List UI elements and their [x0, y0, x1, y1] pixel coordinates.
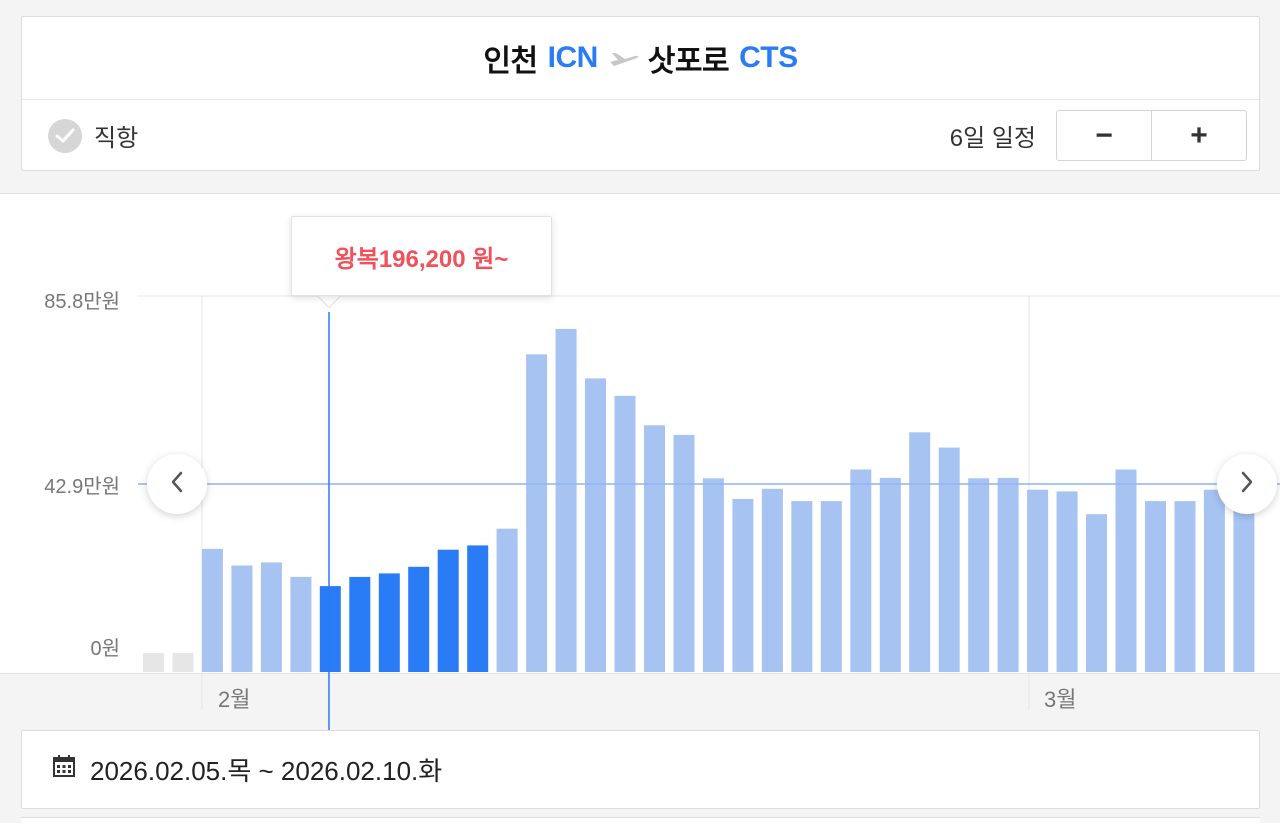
price-bar[interactable] [820, 501, 842, 672]
price-bar[interactable] [585, 378, 606, 672]
check-icon [48, 118, 82, 153]
price-bar[interactable] [143, 653, 164, 672]
price-bar[interactable] [555, 328, 577, 672]
trip-duration-label: 6일 일정 [949, 125, 1036, 152]
price-bar[interactable] [231, 565, 253, 673]
trip-duration-stepper: − + [1056, 110, 1247, 161]
price-bar[interactable] [938, 447, 960, 672]
price-bar[interactable] [968, 478, 990, 672]
date-range-text: 2026.02.05.목 ~ 2026.02.10.화 [90, 756, 443, 786]
destination-code: CTS [739, 41, 798, 74]
price-bar[interactable] [1027, 489, 1049, 672]
origin-code: ICN [547, 41, 599, 74]
price-bar[interactable] [260, 562, 282, 672]
price-bar[interactable] [1203, 489, 1225, 672]
price-bar[interactable] [1115, 469, 1137, 673]
plane-icon [608, 47, 640, 69]
decrease-duration-button[interactable]: − [1095, 118, 1113, 152]
chevron-right-icon [1240, 471, 1254, 498]
increase-duration-button[interactable]: + [1151, 111, 1246, 160]
price-bar[interactable] [702, 478, 724, 672]
month-label-feb: 2월 [218, 687, 251, 712]
calendar-icon [52, 754, 76, 785]
price-bar[interactable] [408, 566, 430, 672]
price-bar[interactable] [850, 469, 872, 673]
price-bar[interactable] [879, 477, 901, 672]
chart-prev-button[interactable] [147, 454, 207, 514]
price-bar[interactable] [437, 549, 459, 672]
price-bar[interactable] [997, 477, 1019, 672]
next-card-edge [21, 817, 1260, 823]
direct-flight-toggle[interactable]: 직항 [48, 118, 138, 153]
direct-flight-label: 직항 [94, 125, 139, 152]
origin-city: 인천 [483, 45, 538, 78]
price-bar[interactable] [1086, 514, 1107, 672]
route-title[interactable]: 인천 ICN 삿포로 CTS [22, 17, 1259, 100]
price-bar[interactable] [467, 545, 489, 672]
price-bar[interactable] [172, 653, 194, 672]
month-axis-band [0, 673, 1280, 713]
price-bar[interactable] [761, 488, 783, 672]
price-bar[interactable] [349, 576, 371, 672]
price-bar[interactable] [791, 501, 813, 672]
trip-duration: 6일 일정 − + [950, 110, 1247, 161]
price-bar[interactable] [526, 354, 548, 672]
y-axis-label-mid: 42.9만원 [44, 476, 120, 498]
price-bar[interactable] [496, 528, 518, 672]
price-bar[interactable] [1233, 498, 1255, 672]
price-bar[interactable] [378, 573, 400, 672]
price-bar[interactable] [732, 498, 754, 672]
y-axis-label-max: 85.8만원 [44, 291, 120, 313]
price-bar[interactable] [673, 434, 695, 672]
chevron-left-icon [170, 471, 184, 498]
tooltip-price: 196,200 원~ [378, 245, 509, 273]
price-bar[interactable] [201, 548, 223, 672]
price-bar[interactable] [1145, 501, 1166, 672]
price-bar[interactable] [614, 395, 636, 672]
price-bar[interactable] [319, 586, 341, 672]
destination-city: 삿포로 [647, 45, 730, 78]
tooltip-prefix: 왕복 [334, 245, 379, 273]
price-bar[interactable] [1056, 491, 1078, 672]
y-axis-label-zero: 0원 [90, 638, 120, 660]
date-range-field[interactable]: 2026.02.05.목 ~ 2026.02.10.화 [21, 730, 1260, 809]
price-bar[interactable] [644, 425, 665, 672]
price-bar[interactable] [909, 432, 931, 672]
route-card: 인천 ICN 삿포로 CTS 직항 6일 일정 − + [21, 16, 1260, 171]
route-options: 직항 6일 일정 − + [22, 100, 1259, 171]
price-bar[interactable] [290, 576, 312, 672]
month-label-mar: 3월 [1044, 687, 1077, 712]
price-bar[interactable] [1174, 501, 1196, 672]
price-tooltip: 왕복 196,200 원~ [291, 216, 552, 296]
chart-next-button[interactable] [1217, 454, 1277, 514]
